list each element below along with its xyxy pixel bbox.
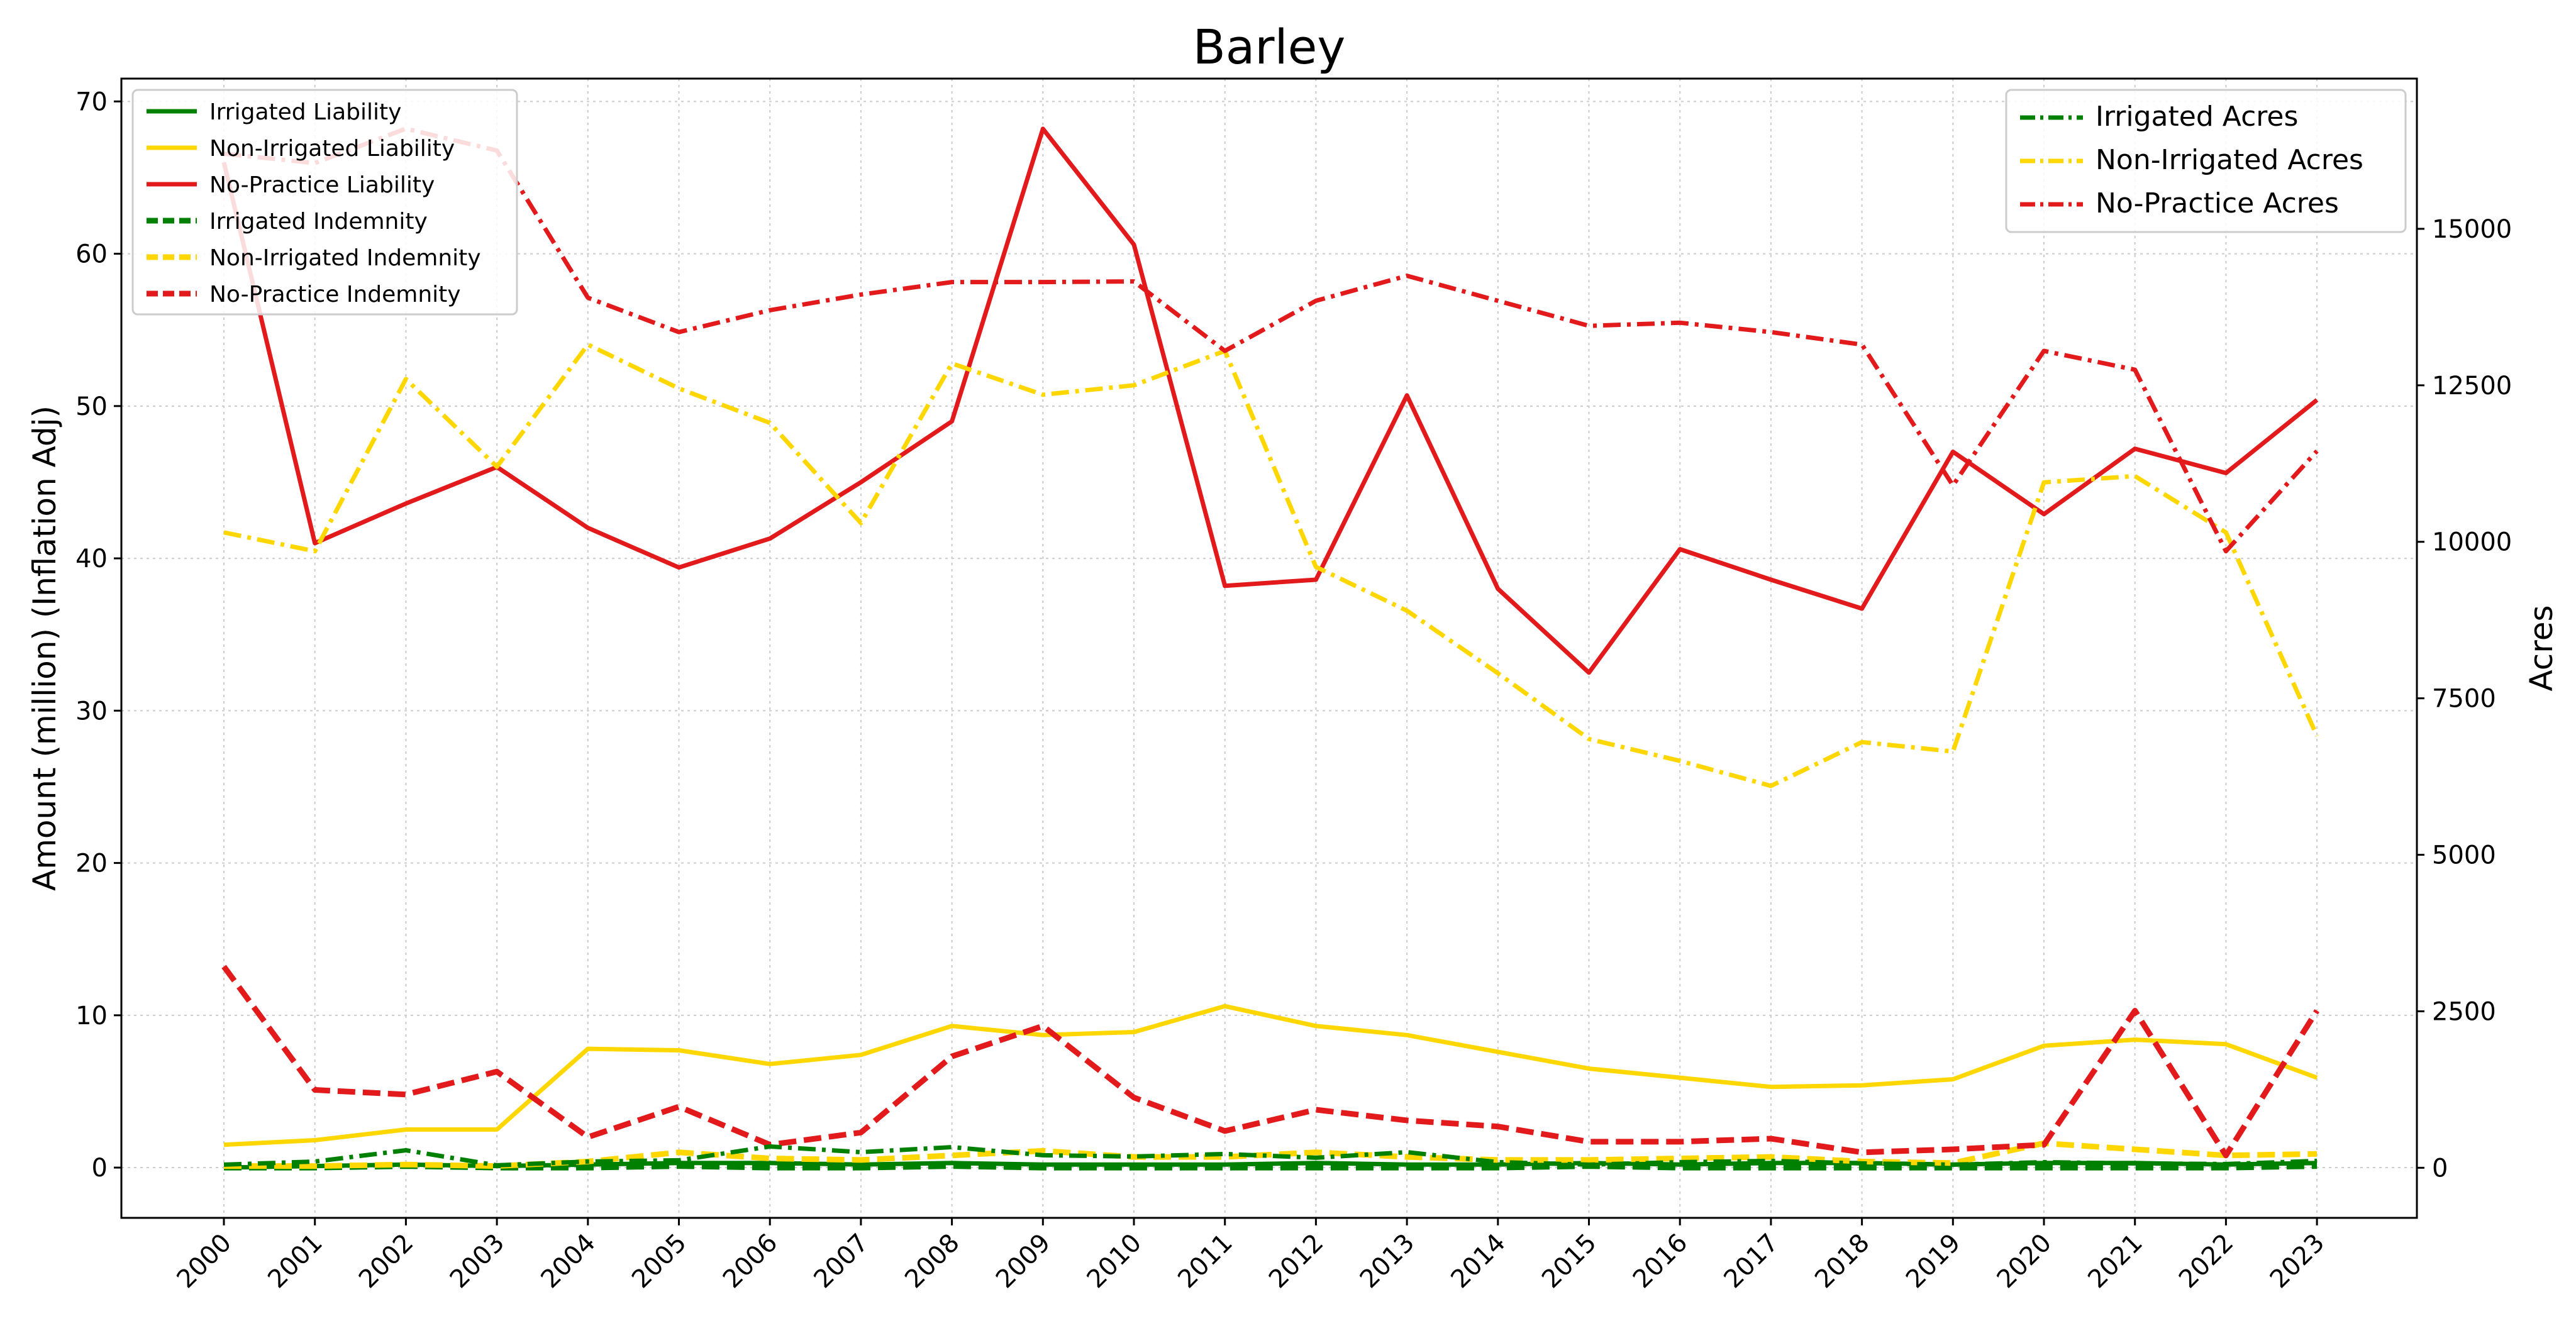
legend-left-label: No-Practice Indemnity [209, 282, 461, 307]
right-tick-label: 15000 [2432, 215, 2512, 244]
legend-right-label: Irrigated Acres [2096, 101, 2298, 133]
legend-right: Irrigated Acres Non-Irrigated Acres No-Pra… [2005, 89, 2407, 233]
legend-left-label: Non-Irrigated Liability [209, 136, 455, 162]
right-tick-label: 10000 [2432, 528, 2512, 557]
right-tick-label: 12500 [2432, 372, 2512, 401]
left-axis-label: Amount (million) (Inflation Adj) [26, 406, 63, 891]
series-line-non-irrigated-liability [223, 1003, 2318, 1147]
right-tick-label: 2500 [2432, 997, 2496, 1026]
left-tick-label: 0 [92, 1154, 108, 1183]
legend-right-box [2005, 89, 2407, 233]
left-tick-label: 10 [75, 1002, 108, 1030]
x-tick-label: 2015 [1536, 1229, 1602, 1295]
left-tick-label: 20 [75, 849, 108, 878]
x-tick-label: 2013 [1355, 1229, 1421, 1295]
right-axis-label: Acres [2523, 605, 2560, 691]
right-tick-label: 0 [2432, 1154, 2448, 1183]
series-line-non-irrigated-acres [223, 342, 2319, 788]
x-tick-label: 2021 [2082, 1229, 2148, 1295]
x-tick-label: 2018 [1809, 1229, 1875, 1295]
right-tick-label: 7500 [2432, 685, 2496, 714]
x-tick-label: 2017 [1718, 1229, 1784, 1295]
right-tick-label: 5000 [2432, 841, 2496, 870]
x-tick-label: 2023 [2265, 1229, 2331, 1295]
legend-right-label: No-Practice Acres [2096, 187, 2339, 219]
legend-left-label: Irrigated Liability [209, 99, 401, 125]
x-tick-label: 2009 [991, 1229, 1057, 1295]
series-line-no-practice-indemnity [221, 964, 2319, 1159]
x-tick-label: 2000 [172, 1229, 238, 1295]
series-layer [221, 126, 2319, 1171]
x-tick-label: 2010 [1082, 1229, 1148, 1295]
x-tick-label: 2022 [2174, 1229, 2240, 1295]
left-tick-label: 70 [75, 87, 108, 116]
left-tick-label: 40 [75, 544, 108, 573]
x-tick-label: 2008 [899, 1229, 965, 1295]
left-tick-label: 50 [75, 392, 108, 421]
legend-left-label: Non-Irrigated Indemnity [209, 245, 481, 271]
x-tick-label: 2016 [1628, 1229, 1694, 1295]
legend-left-box [131, 89, 518, 316]
x-tick-label: 2001 [262, 1229, 328, 1295]
x-tick-label: 2005 [626, 1229, 692, 1295]
legend-left-label: Irrigated Indemnity [209, 209, 428, 235]
series-line-non-irrigated-indemnity [224, 1140, 2318, 1169]
series-line-irrigated-indemnity [224, 1163, 2318, 1171]
plot-frame [120, 77, 2418, 1219]
grid [121, 79, 2417, 1218]
x-tick-label: 2019 [1901, 1229, 1967, 1295]
x-tick-label: 2011 [1172, 1229, 1238, 1295]
chart-title: Barley [1193, 19, 1346, 75]
series-line-irrigated-acres [223, 1144, 2318, 1168]
x-tick-label: 2002 [353, 1229, 419, 1295]
x-tick-label: 2003 [445, 1229, 511, 1295]
left-axis-ticks: 0 10 20 30 40 50 60 70 [75, 87, 121, 1183]
x-tick-label: 2020 [1992, 1229, 2058, 1295]
left-tick-label: 60 [75, 240, 108, 269]
x-tick-label: 2012 [1263, 1229, 1330, 1295]
right-axis-ticks: 0 2500 5000 7500 10000 12500 15000 [2417, 215, 2512, 1183]
legend-right-label: Non-Irrigated Acres [2096, 144, 2363, 176]
x-axis-ticks: 2000 2001 2002 2003 2004 2005 2006 2007 2008 2009… [172, 1218, 2331, 1295]
series-line-no-practice-acres [223, 126, 2319, 554]
x-tick-label: 2014 [1445, 1229, 1511, 1295]
x-tick-label: 2004 [535, 1229, 601, 1295]
legend-left: Irrigated Liability Non-Irrigated Liabili… [131, 89, 518, 316]
x-tick-label: 2006 [718, 1229, 784, 1295]
legend-left-label: No-Practice Liability [209, 172, 435, 198]
x-tick-label: 2007 [808, 1229, 874, 1295]
left-tick-label: 30 [75, 697, 108, 726]
series-line-no-practice-liability [221, 126, 2319, 675]
